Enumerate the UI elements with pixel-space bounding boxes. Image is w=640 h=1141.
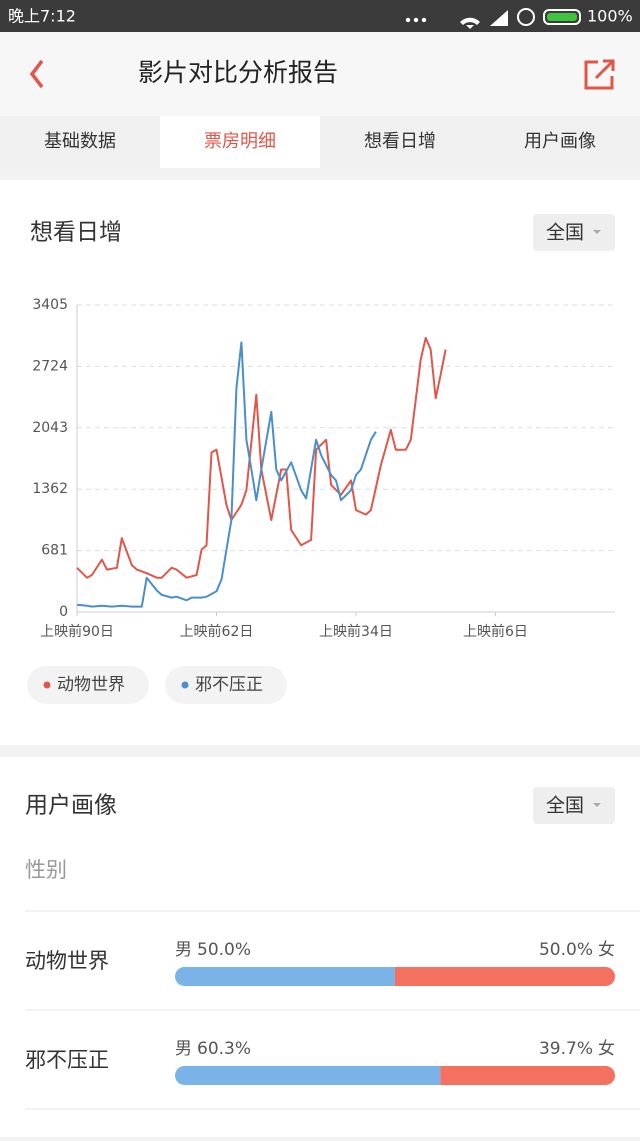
movie-name: 动物世界 bbox=[25, 949, 109, 973]
y-tick-label: 3405 bbox=[32, 297, 68, 313]
status-icons bbox=[405, 8, 581, 29]
x-tick-label: 上映前62日 bbox=[180, 623, 254, 640]
profile-section-title: 用户画像 bbox=[25, 793, 117, 819]
x-tick-label: 上映前34日 bbox=[319, 623, 393, 640]
legend-dot bbox=[43, 681, 51, 689]
female-percent: 50.0% bbox=[539, 940, 593, 960]
y-tick-label: 1362 bbox=[32, 481, 68, 497]
dropdown-caret bbox=[593, 803, 601, 807]
region-label: 全国 bbox=[546, 222, 584, 244]
male-bar bbox=[175, 1066, 441, 1085]
male-sign: 男 bbox=[175, 1039, 192, 1059]
share-button[interactable] bbox=[584, 59, 615, 90]
tab[interactable]: 用户画像 bbox=[524, 131, 596, 152]
region-dropdown[interactable] bbox=[533, 214, 615, 251]
chart-card bbox=[0, 180, 640, 745]
female-sign: 女 bbox=[598, 940, 615, 960]
header-title: 影片对比分析报告 bbox=[138, 58, 338, 87]
y-tick-label: 2043 bbox=[32, 420, 68, 436]
movie-name: 邪不压正 bbox=[25, 1048, 109, 1072]
y-tick-label: 2724 bbox=[32, 358, 68, 374]
male-sign: 男 bbox=[175, 940, 192, 960]
legend-item[interactable] bbox=[165, 666, 287, 704]
female-bar bbox=[395, 967, 615, 986]
region-dropdown[interactable] bbox=[533, 787, 615, 824]
tab[interactable]: 想看日增 bbox=[364, 131, 436, 152]
y-tick-label: 681 bbox=[41, 543, 68, 559]
tab[interactable]: 票房明细 bbox=[204, 131, 276, 152]
female-bar bbox=[440, 1066, 615, 1085]
female-sign: 女 bbox=[598, 1039, 615, 1059]
male-percent: 60.3% bbox=[197, 1039, 251, 1059]
status-battery: 100% bbox=[587, 7, 633, 26]
series-line bbox=[76, 341, 377, 608]
legend-item[interactable] bbox=[27, 666, 149, 704]
x-tick-label: 上映前6日 bbox=[463, 623, 528, 640]
dropdown-caret bbox=[593, 230, 601, 234]
legend-label: 动物世界 bbox=[57, 675, 125, 695]
male-percent: 50.0% bbox=[197, 940, 251, 960]
female-percent: 39.7% bbox=[539, 1039, 593, 1059]
male-bar bbox=[175, 967, 395, 986]
legend-dot bbox=[181, 681, 189, 689]
tab[interactable]: 基础数据 bbox=[44, 131, 116, 152]
x-tick-label: 上映前90日 bbox=[40, 623, 114, 640]
region-label: 全国 bbox=[546, 795, 584, 817]
y-tick-label: 0 bbox=[59, 604, 68, 620]
tab-active-bg bbox=[160, 116, 320, 168]
header bbox=[0, 32, 640, 116]
back-button[interactable] bbox=[29, 59, 44, 89]
gender-subtitle: 性别 bbox=[25, 858, 67, 882]
chart-section-title: 想看日增 bbox=[30, 220, 122, 246]
legend-label: 邪不压正 bbox=[195, 675, 263, 695]
status-time: 晚上7:12 bbox=[8, 7, 76, 26]
